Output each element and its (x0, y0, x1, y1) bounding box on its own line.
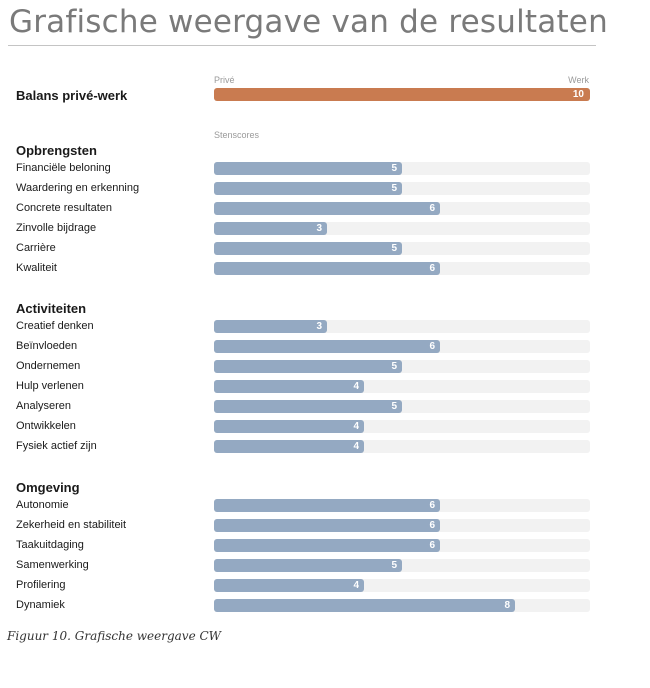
score-value: 5 (391, 401, 397, 412)
category-label: Zinvolle bijdrage (16, 222, 97, 234)
section-title: Omgeving (16, 480, 80, 495)
bar-track: 3 (214, 222, 590, 235)
score-bar: 6 (214, 262, 440, 275)
score-bar: 6 (214, 519, 440, 532)
balance-right-label: Werk (568, 75, 589, 85)
score-bar: 5 (214, 162, 402, 175)
section-title: Opbrengsten (16, 143, 97, 158)
bar-track: 6 (214, 340, 590, 353)
score-bar: 5 (214, 182, 402, 195)
bar-track: 5 (214, 182, 590, 195)
bar-track: 4 (214, 380, 590, 393)
bar-track: 4 (214, 440, 590, 453)
category-label: Beïnvloeden (16, 340, 78, 352)
category-label: Waardering en erkenning (16, 182, 140, 194)
category-label: Autonomie (16, 499, 69, 511)
score-bar: 5 (214, 360, 402, 373)
score-bar: 4 (214, 579, 364, 592)
score-value: 6 (429, 500, 435, 511)
score-value: 5 (391, 560, 397, 571)
score-value: 3 (316, 321, 322, 332)
score-bar: 6 (214, 340, 440, 353)
score-value: 3 (316, 223, 322, 234)
section-title: Activiteiten (16, 301, 87, 316)
category-label: Dynamiek (16, 599, 65, 611)
category-label: Ontwikkelen (16, 420, 76, 432)
score-bar: 5 (214, 242, 402, 255)
score-bar: 4 (214, 420, 364, 433)
score-value: 4 (353, 580, 359, 591)
bar-track: 3 (214, 320, 590, 333)
bar-track: 6 (214, 519, 590, 532)
category-label: Analyseren (16, 400, 72, 412)
bar-track: 4 (214, 579, 590, 592)
bar-track: 5 (214, 162, 590, 175)
score-bar: 3 (214, 320, 327, 333)
score-value: 6 (429, 203, 435, 214)
category-label: Creatief denken (16, 320, 94, 332)
score-bar: 6 (214, 539, 440, 552)
score-value: 6 (429, 540, 435, 551)
category-label: Profilering (16, 579, 66, 591)
score-bar: 4 (214, 380, 364, 393)
balance-left-label: Privé (214, 75, 235, 85)
score-value: 5 (391, 183, 397, 194)
balance-label: Balans privé-werk (16, 88, 128, 103)
category-label: Taakuitdaging (16, 539, 84, 551)
category-label: Hulp verlenen (16, 380, 84, 392)
score-value: 5 (391, 163, 397, 174)
score-value: 8 (504, 600, 510, 611)
score-bar: 6 (214, 499, 440, 512)
title-divider (8, 45, 596, 46)
bar-track: 5 (214, 559, 590, 572)
score-bar: 5 (214, 400, 402, 413)
category-label: Samenwerking (16, 559, 89, 571)
score-bar: 8 (214, 599, 515, 612)
category-label: Carrière (16, 242, 56, 254)
bar-track: 6 (214, 539, 590, 552)
scale-label: Stenscores (214, 130, 260, 140)
figure-caption: Figuur 10. Grafische weergave CW (7, 629, 222, 643)
category-label: Kwaliteit (16, 262, 57, 274)
bar-track: 6 (214, 262, 590, 275)
category-label: Ondernemen (16, 360, 81, 372)
score-value: 6 (429, 341, 435, 352)
score-value: 4 (353, 421, 359, 432)
category-label: Financiële beloning (16, 162, 111, 174)
category-label: Concrete resultaten (16, 202, 112, 214)
bar-track: 6 (214, 202, 590, 215)
score-bar: 4 (214, 440, 364, 453)
balance-track: 10 (214, 88, 590, 101)
bar-track: 5 (214, 360, 590, 373)
score-bar: 5 (214, 559, 402, 572)
score-value: 4 (353, 441, 359, 452)
balance-value: 10 (572, 89, 584, 100)
category-label: Fysiek actief zijn (16, 440, 97, 452)
bar-track: 5 (214, 400, 590, 413)
score-value: 6 (429, 263, 435, 274)
score-value: 5 (391, 243, 397, 254)
score-bar: 6 (214, 202, 440, 215)
score-value: 4 (353, 381, 359, 392)
bar-track: 6 (214, 499, 590, 512)
category-label: Zekerheid en stabiliteit (16, 519, 127, 531)
bar-track: 5 (214, 242, 590, 255)
page-title: Grafische weergave van de resultaten (9, 4, 608, 40)
balance-bar (214, 88, 590, 101)
score-value: 6 (429, 520, 435, 531)
score-bar: 3 (214, 222, 327, 235)
score-value: 5 (391, 361, 397, 372)
bar-track: 4 (214, 420, 590, 433)
bar-track: 8 (214, 599, 590, 612)
